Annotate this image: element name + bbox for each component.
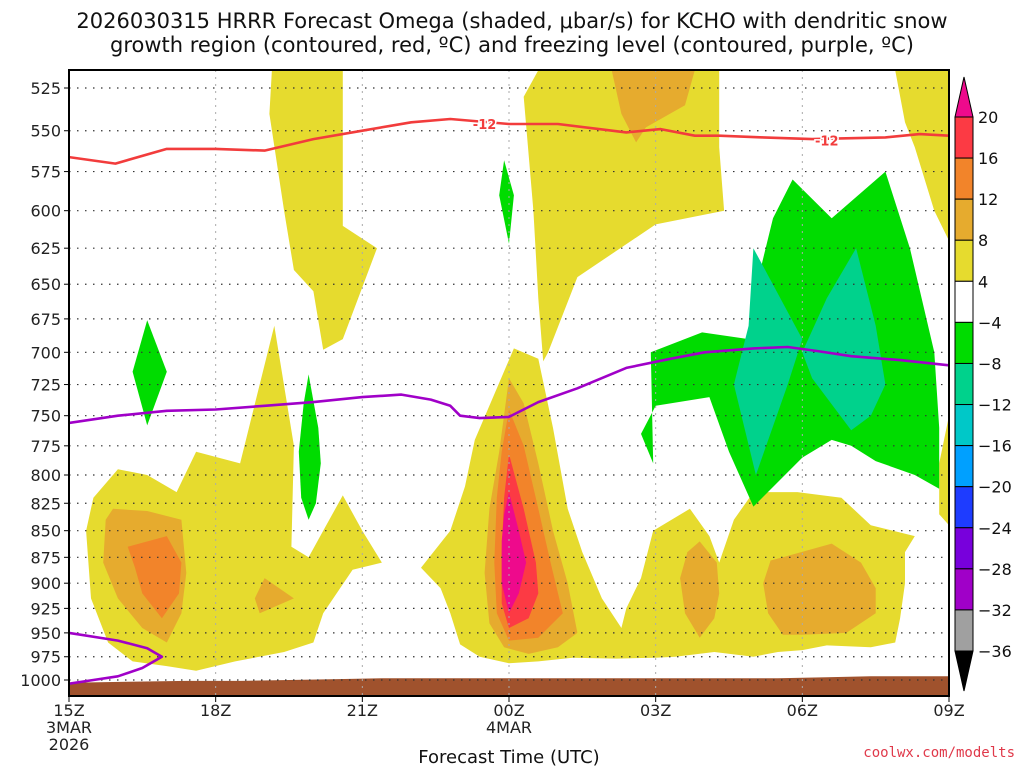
chart-title-line-2: growth region (contoured, red, ºC) and f… [110, 33, 914, 57]
omega-region-18 [298, 374, 321, 520]
colorbar-label: −4 [978, 313, 1002, 332]
colorbar-bin [954, 239, 974, 282]
x-tick-label: 09Z [933, 701, 964, 720]
contour-label: -12 [815, 135, 839, 150]
y-tick-label: 900 [30, 574, 61, 593]
y-tick-label: 775 [30, 437, 61, 456]
omega-region-1 [523, 70, 725, 362]
y-tick-label: 575 [30, 163, 61, 182]
grid-layer [69, 70, 949, 696]
colorbar-label: 4 [978, 272, 988, 291]
contour-line-2 [69, 631, 164, 685]
colorbar-bin [954, 157, 974, 200]
colorbar-label: −20 [978, 478, 1012, 497]
y-tick-label: 875 [30, 548, 61, 567]
omega-region-2 [611, 70, 695, 143]
colorbar-bin [954, 445, 974, 488]
colorbar-bin [954, 568, 974, 611]
y-tick-label: 650 [30, 275, 61, 294]
colorbar: 20 16 12 8 4 −4 −8 −12 −16 −20 −24 −28 −32 −36 [954, 76, 1012, 692]
x-tick-label: 21Z [347, 701, 378, 720]
colorbar-label: −8 [978, 354, 1002, 373]
colorbar-bin [954, 650, 974, 692]
y-tick-label: 625 [30, 239, 61, 258]
x-tick-label: 00Z [493, 701, 524, 720]
colorbar-bin [954, 280, 974, 323]
colorbar-label: 8 [978, 231, 988, 250]
x-tick-sublabel: 3MAR [46, 718, 92, 737]
colorbar-bin [954, 609, 974, 652]
colorbar-bin [954, 486, 974, 529]
colorbar-label: 16 [978, 149, 998, 168]
contour-label: -12 [473, 118, 497, 133]
y-tick-label: 1000 [20, 671, 61, 690]
omega-region-21 [802, 248, 886, 431]
omega-region-9 [254, 578, 294, 614]
x-tick-label: 06Z [787, 701, 818, 720]
colorbar-bin [954, 321, 974, 364]
contour-line-0 [69, 117, 949, 165]
omega-region-5 [86, 325, 382, 671]
colorbar-bin [954, 116, 974, 159]
y-tick-label: 825 [30, 494, 61, 513]
y-tick-label: 925 [30, 599, 61, 618]
omega-region-16 [132, 320, 167, 426]
colorbar-label: −16 [978, 437, 1012, 456]
x-axis-title: Forecast Time (UTC) [418, 747, 599, 768]
x-tick-label: 18Z [200, 701, 231, 720]
colorbar-label: −12 [978, 396, 1012, 415]
axes-layer: 525 550 575 600 625 650 675 700 725 750 775 800 825 8… [20, 69, 965, 754]
y-tick-label: 800 [30, 466, 61, 485]
x-tick-sublabel: 2026 [49, 735, 90, 754]
colorbar-bin [954, 198, 974, 241]
colorbar-bin [954, 404, 974, 447]
omega-region-14 [680, 541, 720, 638]
omega-region-20 [733, 248, 803, 475]
y-tick-label: 550 [30, 122, 61, 141]
omega-region-3 [895, 70, 949, 241]
y-tick-label: 675 [30, 310, 61, 329]
y-tick-label: 725 [30, 376, 61, 395]
colorbar-label: 20 [978, 108, 998, 127]
omega-region-0 [269, 70, 377, 350]
colorbar-label: −36 [978, 642, 1012, 661]
colorbar-bin [954, 362, 974, 406]
credit-link[interactable]: coolwx.com/modelts [863, 745, 1015, 761]
x-tick-label: 15Z [53, 701, 84, 720]
omega-region-17 [499, 160, 514, 244]
contour-line-1 [69, 345, 949, 425]
colorbar-label: 12 [978, 190, 998, 209]
chart-title-line-1: 2026030315 HRRR Forecast Omega (shaded, … [76, 9, 948, 33]
y-tick-label: 700 [30, 343, 61, 362]
colorbar-bin [954, 76, 974, 118]
y-tick-label: 975 [30, 648, 61, 667]
colorbar-label: −24 [978, 519, 1012, 538]
omega-region-8 [127, 536, 182, 619]
omega-region-13 [501, 492, 527, 614]
y-tick-label: 850 [30, 522, 61, 541]
omega-shading-layer [86, 70, 949, 671]
colorbar-label: −32 [978, 601, 1012, 620]
y-tick-label: 750 [30, 407, 61, 426]
omega-region-4 [939, 415, 949, 526]
y-tick-label: 525 [30, 79, 61, 98]
x-tick-sublabel: 4MAR [486, 718, 532, 737]
x-tick-label: 03Z [640, 701, 671, 720]
colorbar-label: −28 [978, 560, 1012, 579]
colorbar-bin [954, 527, 974, 570]
y-tick-label: 950 [30, 624, 61, 643]
y-tick-label: 600 [30, 202, 61, 221]
contour-lines-layer: -12 -12 [69, 117, 949, 685]
omega-region-15 [763, 543, 876, 635]
